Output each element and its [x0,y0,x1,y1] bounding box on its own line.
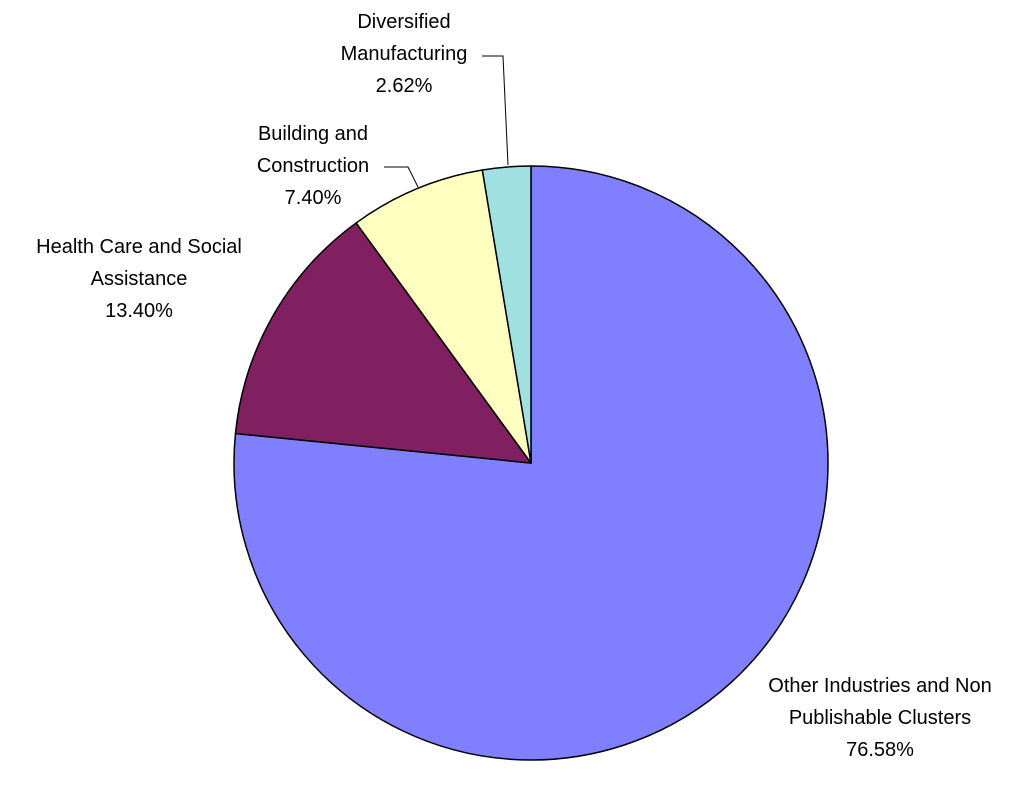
slice-label: Health Care and Social Assistance 13.40% [36,236,242,322]
slice-name-label: Publishable Clusters [789,707,971,729]
slice-name-label: Diversified [357,11,450,33]
slice-value-label: 13.40% [105,300,173,322]
pie-slice [234,222,532,464]
slice-name-label: Health Care and Social [36,236,242,258]
leader-line [482,55,509,166]
slice-name-label: Manufacturing [341,43,468,65]
slice-value-label: 2.62% [376,75,433,97]
slice-value-label: 76.58% [846,739,914,761]
leader-line [384,166,419,188]
slice-value-label: 7.40% [285,187,342,209]
pie-slice [481,165,532,464]
slice-name-label: Assistance [91,268,188,290]
slice-label: Building and Construction 7.40% [257,123,369,209]
slice-labels: Other Industries and Non Publishable Clus… [36,11,992,761]
slice-label: Other Industries and Non Publishable Clus… [768,675,991,761]
pie-slice [355,169,532,464]
slice-name-label: Other Industries and Non [768,675,991,697]
leader-lines [384,55,509,188]
pie-slice [233,165,829,761]
pie-slices [233,165,829,761]
slice-name-label: Construction [257,155,369,177]
slice-name-label: Building and [258,123,368,145]
slice-label: Diversified Manufacturing 2.62% [341,11,468,97]
